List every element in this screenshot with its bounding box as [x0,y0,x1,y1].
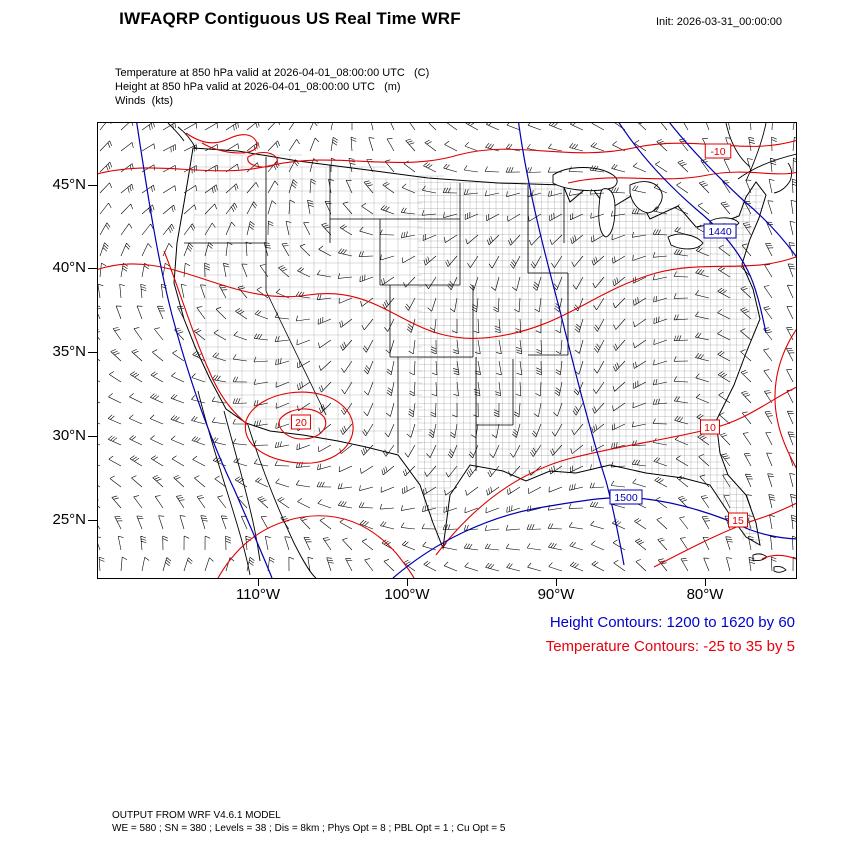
map-canvas: -10 20 10 15 1440 1500 [97,122,797,579]
lon-tick [705,578,706,586]
field-caption-winds: Winds (kts) [115,95,174,107]
field-caption-temperature: Temperature at 850 hPa valid at 2026-04-… [115,67,430,79]
plot-title: IWFAQRP Contiguous US Real Time WRF [119,9,461,28]
svg-text:10: 10 [704,422,716,434]
x-tick-label-80w: 80°W [686,586,724,603]
y-tick-label-45n: 45°N [52,176,86,193]
lat-tick [88,268,97,269]
legend-height: Height Contours: 1200 to 1620 by 60 [549,614,795,631]
svg-text:1440: 1440 [708,226,732,238]
lon-tick [556,578,557,586]
x-tick-label-110w: 110°W [235,586,281,603]
x-tick-label-90w: 90°W [537,586,575,603]
lat-tick [88,436,97,437]
footer-model-line: OUTPUT FROM WRF V4.6.1 MODEL [112,810,281,821]
y-tick-label-40n: 40°N [52,259,86,276]
svg-text:20: 20 [295,417,307,429]
svg-text:15: 15 [732,515,744,527]
svg-text:1500: 1500 [614,492,638,504]
init-time-label: Init: 2026-03-31_00:00:00 [656,16,782,28]
legend-temperature: Temperature Contours: -25 to 35 by 5 [545,638,795,655]
lon-tick [258,578,259,586]
y-tick-label-25n: 25°N [52,511,86,528]
lon-tick [407,578,408,586]
y-tick-label-30n: 30°N [52,427,86,444]
y-tick-label-35n: 35°N [52,343,86,360]
lat-tick [88,520,97,521]
footer-config-line: WE = 580 ; SN = 380 ; Levels = 38 ; Dis … [112,823,506,834]
lat-tick [88,352,97,353]
field-caption-height: Height at 850 hPa valid at 2026-04-01_08… [115,81,401,93]
lat-tick [88,185,97,186]
svg-text:-10: -10 [710,146,725,158]
map-svg: -10 20 10 15 1440 1500 [98,123,796,578]
x-tick-label-100w: 100°W [384,586,430,603]
